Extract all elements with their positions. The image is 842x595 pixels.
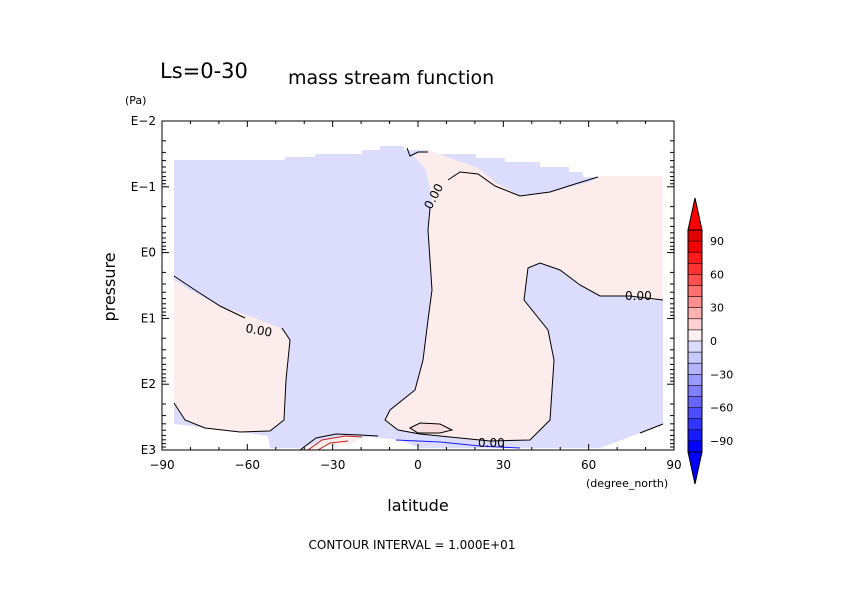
x-tick-label: 90 — [666, 458, 681, 472]
colorbar-band — [688, 418, 702, 430]
colorbar-band — [688, 341, 702, 353]
colorbar-band — [688, 285, 702, 297]
y-tick-label: E3 — [141, 443, 156, 457]
colorbar: 90 60 30 0 −30 −60 −90 — [687, 197, 733, 485]
x-axis: −90 −60 −30 0 30 60 90 — [149, 121, 682, 472]
colorbar-band — [688, 230, 702, 242]
positive-patch-equator — [410, 423, 452, 433]
colorbar-band — [688, 252, 702, 264]
positive-region-south — [174, 280, 290, 432]
colorbar-band — [688, 307, 702, 319]
colorbar-band — [688, 363, 702, 375]
colorbar-band — [688, 274, 702, 286]
contour-label: 0.00 — [244, 321, 273, 339]
x-tick-label: 0 — [414, 458, 422, 472]
y-tick-label: E−1 — [131, 180, 156, 194]
zero-contour-north — [384, 207, 664, 442]
colorbar-band — [688, 318, 702, 330]
x-tick-label: 30 — [496, 458, 511, 472]
colorbar-tick-label: −60 — [710, 402, 733, 415]
south-bottom-contour — [299, 433, 379, 450]
colorbar-tick-label: 60 — [710, 268, 724, 281]
zero-contour-top — [447, 171, 599, 197]
y-tick-label: E2 — [141, 377, 156, 391]
northeast-tail-contour — [639, 423, 664, 434]
colorbar-band — [688, 374, 702, 386]
positive-region-north — [385, 150, 663, 441]
colorbar-band — [688, 385, 702, 397]
equator-patch-contour — [408, 422, 454, 434]
colorbar-band — [688, 429, 702, 441]
colorbar-tick-label: 30 — [710, 302, 724, 315]
colorbar-tick-label: −90 — [710, 435, 733, 448]
contour-lines — [173, 147, 664, 450]
contour-interval-note: CONTOUR INTERVAL = 1.000E+01 — [309, 538, 516, 552]
colorbar-tick-label: 0 — [710, 335, 717, 348]
chart-title: mass stream function — [288, 67, 494, 89]
colorbar-band — [688, 241, 702, 253]
negative-contour-bottom — [395, 439, 521, 449]
contour-fills — [174, 146, 663, 450]
colorbar-band — [688, 352, 702, 364]
colorbar-band — [688, 407, 702, 419]
x-tick-label: −90 — [149, 458, 174, 472]
colorbar-band — [688, 396, 702, 408]
colorbar-frame — [687, 229, 703, 453]
y-tick-label: E−2 — [131, 114, 156, 128]
contour-label: 0.00 — [625, 289, 652, 303]
colorbar-band — [688, 329, 702, 341]
x-tick-label: −30 — [320, 458, 345, 472]
title-prefix: Ls=0-30 — [160, 59, 248, 83]
colorbar-band — [688, 263, 702, 275]
y-tick-label: E1 — [141, 311, 156, 325]
x-axis-label: latitude — [387, 496, 448, 515]
y-tick-label: E0 — [141, 246, 156, 260]
x-tick-label: 60 — [581, 458, 596, 472]
colorbar-tick-label: −30 — [710, 368, 733, 381]
x-unit: (degree_north) — [586, 477, 668, 490]
colorbar-min-arrow — [687, 451, 703, 485]
y-axis-label: pressure — [100, 252, 119, 321]
positive-contour-bottom-south — [307, 435, 363, 450]
y-unit: (Pa) — [125, 94, 146, 107]
colorbar-max-arrow — [687, 197, 703, 231]
x-tick-label: −60 — [235, 458, 260, 472]
y-axis: E−2 E−1 E0 E1 E2 E3 — [131, 114, 674, 457]
colorbar-tick-label: 90 — [710, 235, 724, 248]
colorbar-band — [688, 296, 702, 308]
contour-label: 0.00 — [478, 436, 505, 450]
colorbar-band — [688, 440, 702, 452]
zero-contour-south — [173, 275, 291, 433]
top-gap-contour — [406, 147, 428, 157]
